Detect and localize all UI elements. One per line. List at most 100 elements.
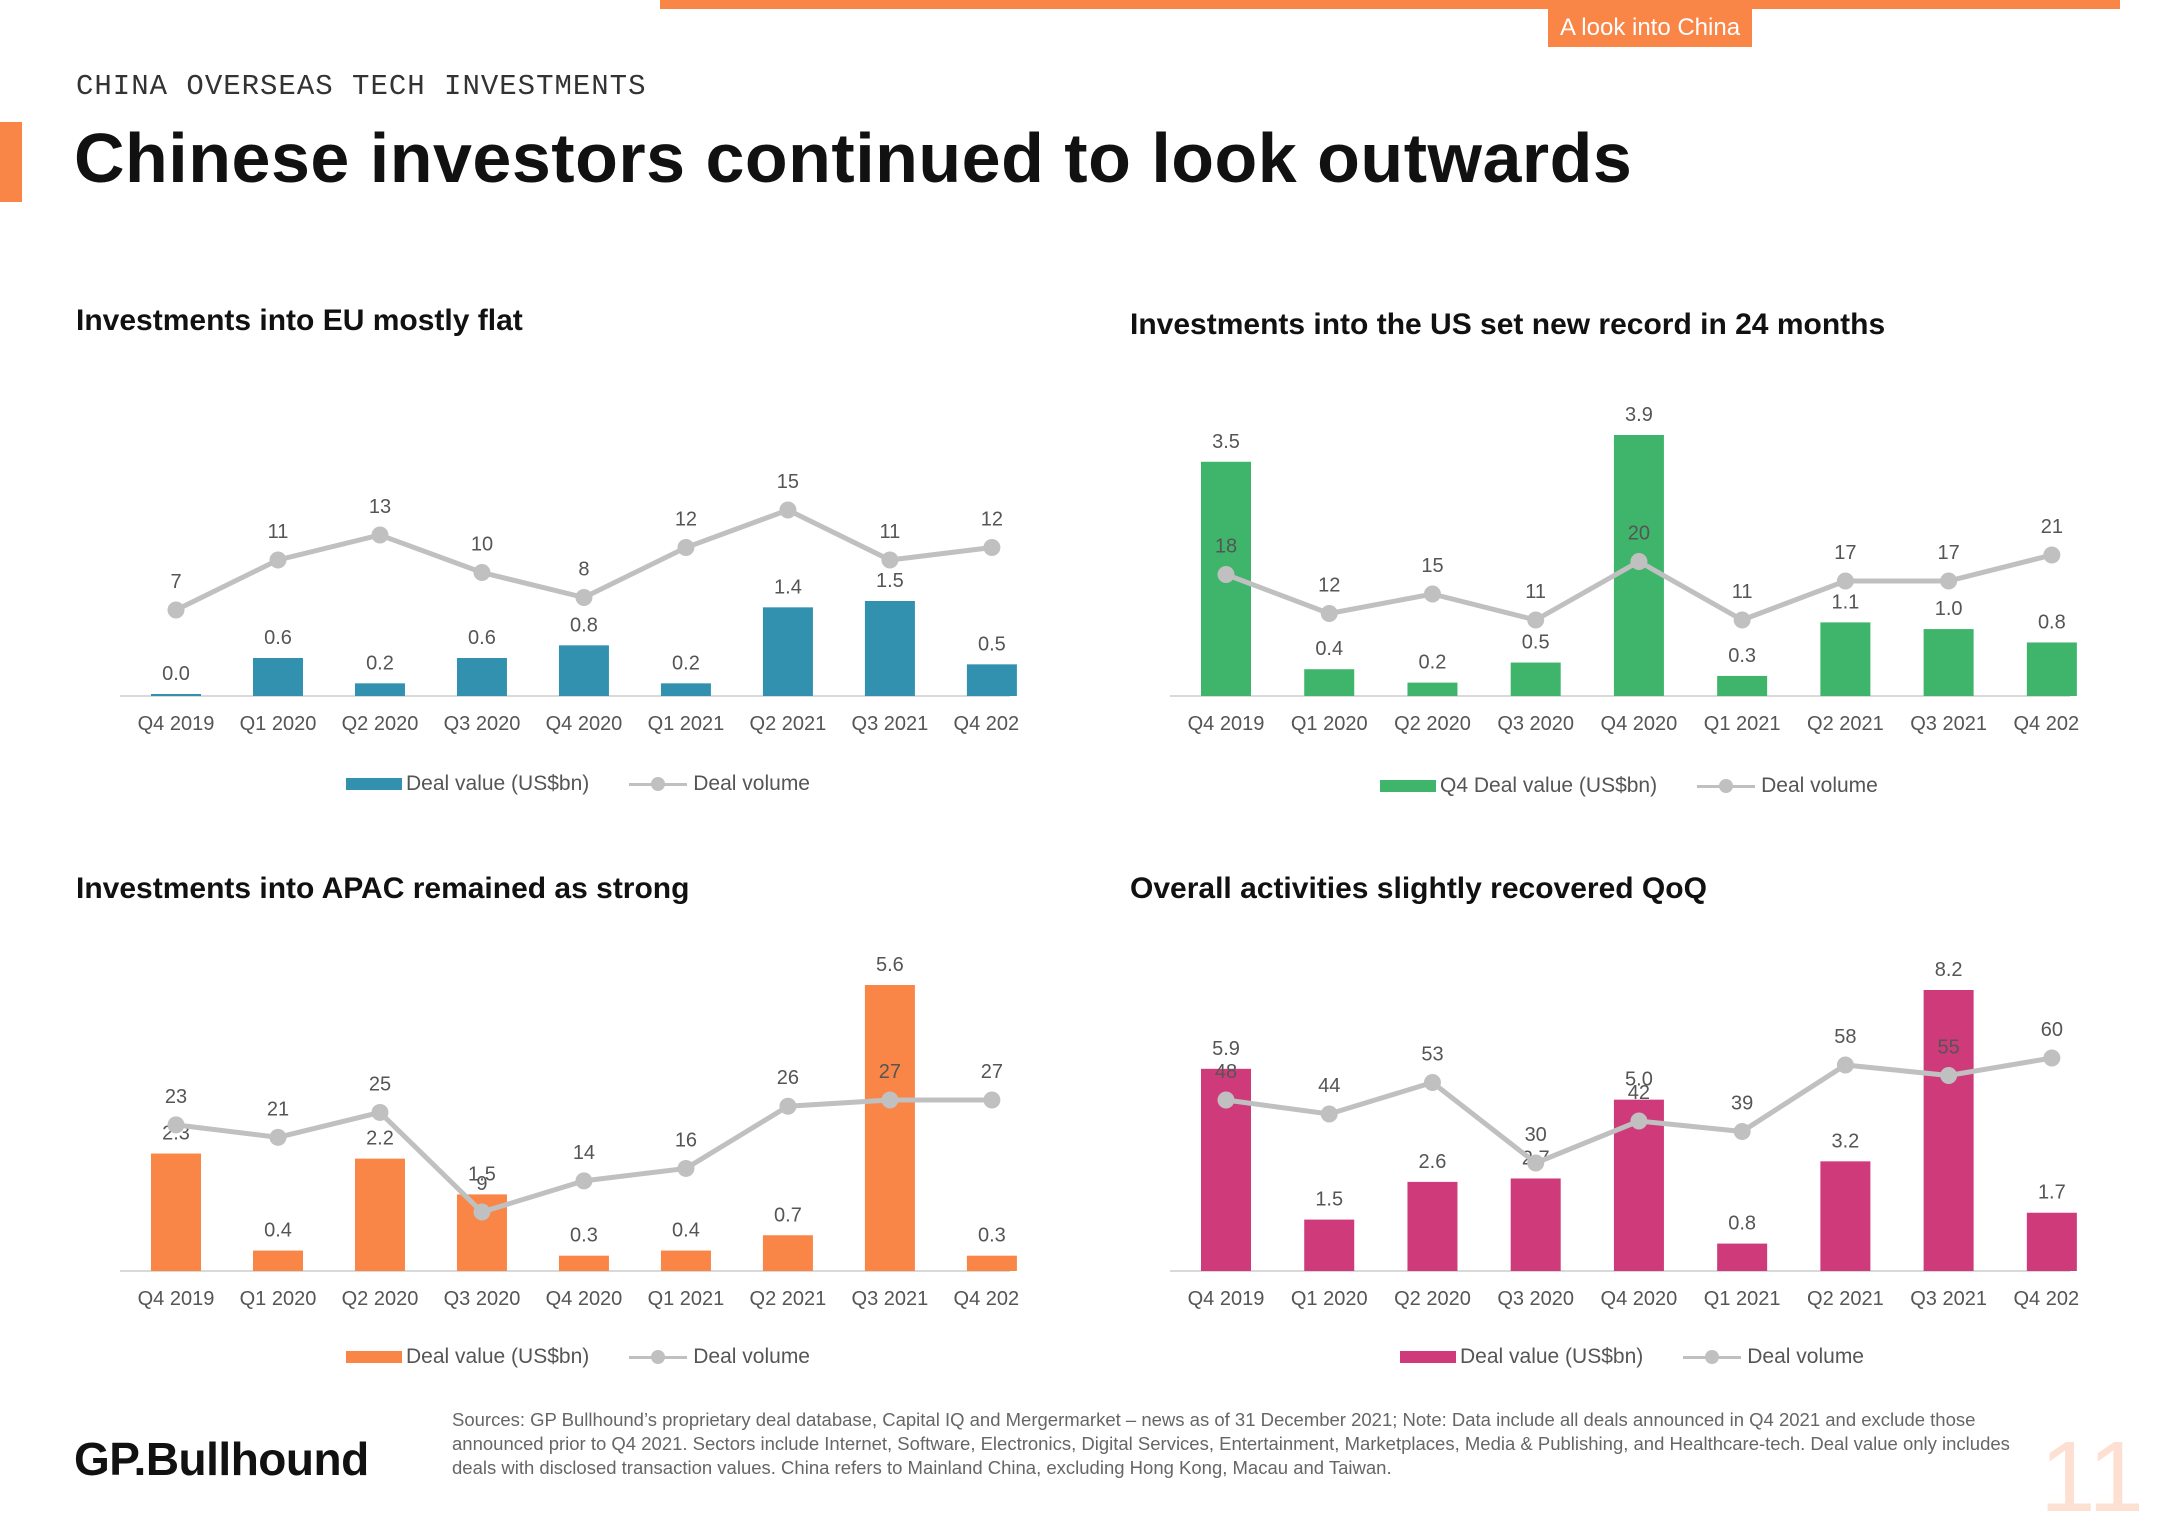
volume-point: [1630, 1112, 1648, 1130]
bar-value-label: 2.2: [366, 1128, 394, 1150]
legend-bar-label: Deal value (US$bn): [406, 772, 590, 795]
volume-value-label: 60: [2041, 1019, 2063, 1041]
x-tick-label: Q1 2021: [1704, 1288, 1781, 1310]
legend-line-label: Deal volume: [693, 1345, 810, 1368]
volume-value-label: 9: [476, 1173, 487, 1195]
side-accent-bar: [0, 122, 22, 202]
volume-value-label: 13: [369, 496, 391, 518]
x-tick-label: Q1 2021: [648, 713, 725, 735]
volume-value-label: 11: [1525, 581, 1546, 603]
volume-point: [167, 1116, 185, 1134]
x-tick-label: Q2 2021: [1807, 1288, 1884, 1310]
legend-line-swatch: [629, 777, 688, 791]
volume-value-label: 10: [471, 534, 493, 556]
x-tick-label: Q1 2021: [1704, 713, 1781, 735]
bar-q1-2021: [660, 1250, 711, 1271]
bar-q4-2020: [558, 645, 609, 696]
legend-apac: Deal value (US$bn) Deal volume: [346, 1345, 850, 1369]
volume-point: [881, 1091, 899, 1109]
x-tick-label: Q1 2020: [240, 713, 317, 735]
legend-us: Q4 Deal value (US$bn) Deal volume: [1380, 774, 1918, 798]
legend-line-label: Deal volume: [693, 772, 810, 795]
bar-q1-2020: [252, 1250, 303, 1271]
bar-value-label: 3.5: [1212, 431, 1240, 453]
x-tick-label: Q2 2020: [1394, 713, 1471, 735]
bar-value-label: 3.9: [1625, 404, 1653, 426]
bar-value-label: 0.8: [1728, 1213, 1756, 1235]
x-tick-label: Q4 2019: [1188, 713, 1265, 735]
x-tick-label: Q4 2021: [954, 713, 1020, 735]
x-tick-label: Q2 2020: [342, 713, 419, 735]
bar-value-label: 0.2: [1419, 652, 1447, 674]
bar-q2-2020: [354, 683, 405, 696]
x-tick-label: Q4 2019: [138, 713, 215, 735]
volume-value-label: 55: [1937, 1037, 1959, 1059]
bar-value-label: 5.6: [876, 954, 904, 976]
bar-value-label: 0.5: [1522, 632, 1550, 654]
volume-point: [983, 1091, 1001, 1109]
legend-line-label: Deal volume: [1761, 774, 1878, 797]
volume-value-label: 20: [1628, 523, 1650, 545]
bar-q3-2021: [864, 985, 915, 1271]
bar-value-label: 0.2: [366, 652, 394, 674]
volume-point: [1527, 1154, 1545, 1172]
volume-point: [1217, 1091, 1235, 1109]
volume-point: [167, 601, 185, 619]
volume-value-label: 18: [1215, 536, 1237, 558]
bar-q4-2020: [558, 1255, 609, 1271]
x-tick-label: Q4 2021: [954, 1288, 1020, 1310]
bar-q1-2021: [1717, 675, 1768, 696]
x-tick-label: Q3 2021: [1910, 1288, 1987, 1310]
volume-value-label: 39: [1731, 1093, 1753, 1115]
volume-point: [1320, 1105, 1338, 1123]
bar-value-label: 8.2: [1935, 959, 1963, 981]
volume-value-label: 14: [573, 1142, 595, 1164]
bar-q4-2021: [966, 664, 1017, 696]
volume-point: [2043, 546, 2061, 564]
bar-value-label: 1.4: [774, 576, 802, 598]
volume-point: [1423, 1074, 1441, 1091]
bar-q4-2019: [151, 1153, 201, 1271]
bar-value-label: 0.2: [672, 652, 700, 674]
volume-point: [473, 564, 491, 581]
bar-value-label: 1.5: [876, 570, 904, 592]
bar-q4-2021: [2026, 1212, 2077, 1271]
volume-point: [269, 551, 287, 569]
bar-q2-2021: [1820, 1161, 1871, 1271]
x-tick-label: Q3 2020: [1497, 713, 1574, 735]
volume-value-label: 15: [777, 471, 799, 493]
legend-line-label: Deal volume: [1747, 1345, 1864, 1368]
legend-bar-swatch: [1380, 780, 1436, 792]
chart-eu: 0.0 Q4 2019 0.6 Q1 2020 0.2 Q2 2020 0.6 Q3 2020…: [120, 471, 1020, 735]
section-label: CHINA OVERSEAS TECH INVESTMENTS: [76, 70, 647, 103]
volume-point: [473, 1203, 491, 1221]
bar-value-label: 1.0: [1935, 598, 1963, 620]
bar-value-label: 1.5: [1315, 1189, 1343, 1211]
legend-line-swatch: [629, 1350, 688, 1364]
x-tick-label: Q4 2020: [1601, 1288, 1678, 1310]
bar-value-label: 5.9: [1212, 1038, 1240, 1060]
volume-value-label: 17: [1937, 542, 1959, 564]
volume-point: [371, 526, 389, 544]
bar-value-label: 1.5: [468, 1163, 496, 1185]
bar-value-label: 0.5: [978, 633, 1006, 655]
volume-point: [1630, 553, 1648, 570]
volume-point: [677, 539, 695, 556]
bar-q2-2020: [354, 1158, 405, 1271]
volume-value-label: 11: [1732, 581, 1753, 603]
x-tick-label: Q4 2021: [2013, 713, 2080, 735]
bar-q3-2020: [1510, 662, 1561, 696]
bar-q3-2020: [1510, 1178, 1561, 1271]
chart-us: 3.5 Q4 2019 0.4 Q1 2020 0.2 Q2 2020 0.5 Q3 2020…: [1170, 404, 2080, 735]
legend-line-swatch: [1683, 1350, 1742, 1364]
x-tick-label: Q4 2020: [1601, 713, 1678, 735]
page-number: 11: [2040, 1421, 2144, 1533]
volume-value-label: 30: [1525, 1124, 1547, 1146]
x-tick-label: Q4 2019: [138, 1288, 215, 1310]
volume-value-label: 53: [1421, 1044, 1443, 1066]
volume-value-label: 21: [2041, 516, 2063, 538]
volume-value-label: 21: [267, 1098, 289, 1120]
bar-value-label: 0.3: [978, 1225, 1006, 1247]
bar-value-label: 0.6: [264, 627, 292, 649]
volume-point: [2043, 1049, 2061, 1067]
